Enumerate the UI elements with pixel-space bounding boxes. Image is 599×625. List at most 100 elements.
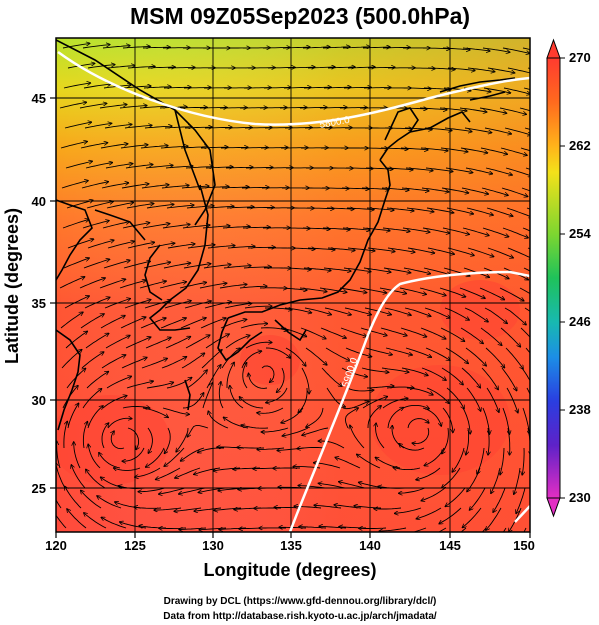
wind-arrow: [56, 514, 67, 529]
wind-arrow: [144, 300, 171, 309]
wind-arrow: [402, 404, 429, 408]
wind-arrow: [239, 286, 267, 288]
wind-arrow: [125, 165, 153, 169]
wind-arrow: [399, 108, 427, 109]
wind-arrow: [346, 208, 374, 210]
wind-arrow: [484, 307, 507, 323]
wind-arrow: [386, 207, 414, 211]
wind-arrow: [367, 247, 395, 252]
wind-arrow: [339, 287, 367, 293]
wind-arrow: [63, 258, 89, 269]
wind-arrow: [461, 187, 488, 194]
wind-arrow: [505, 167, 530, 176]
wind-arrow: [504, 127, 530, 135]
wind-arrow: [207, 246, 235, 249]
contour-5800: [57, 50, 530, 126]
wind-arrow: [426, 207, 454, 213]
wind-arrow: [385, 347, 412, 355]
wind-arrow: [343, 267, 371, 272]
wind-arrow: [463, 507, 482, 528]
wind-arrow: [304, 307, 331, 315]
wind-arrow: [242, 227, 270, 228]
wind-arrow: [318, 441, 345, 449]
wind-arrow: [230, 386, 244, 409]
wind-arrow: [65, 331, 87, 349]
wind-arrow: [166, 378, 192, 389]
wind-arrow: [367, 406, 381, 429]
wind-arrow: [179, 107, 207, 108]
wind-arrow: [71, 465, 86, 489]
wind-arrow: [503, 87, 530, 94]
wind-arrow: [240, 324, 268, 329]
coastlines: [56, 39, 516, 431]
wind-arrow: [516, 487, 526, 513]
wind-arrow: [327, 247, 355, 250]
wind-arrow: [84, 297, 110, 309]
wind-arrow: [187, 424, 209, 437]
wind-arrow: [319, 287, 347, 292]
wind-arrow: [120, 145, 148, 149]
wind-arrow: [400, 148, 428, 150]
colorbar-min-arrow: [546, 497, 561, 518]
wind-arrow: [67, 403, 79, 429]
wind-arrow: [126, 204, 154, 209]
wind-arrow: [163, 263, 191, 269]
wind-arrow: [362, 227, 390, 231]
wind-arrow: [445, 167, 473, 173]
wind-arrow: [64, 296, 89, 309]
wind-arrow: [97, 496, 122, 509]
wind-arrow: [401, 367, 428, 375]
wind-arrow: [80, 314, 104, 329]
wind-arrow: [382, 227, 410, 231]
wind-arrow: [319, 107, 347, 108]
wind-arrow: [127, 242, 154, 249]
wind-arrow: [79, 103, 107, 109]
wind-arrow: [61, 181, 88, 189]
wind-arrow: [247, 247, 275, 248]
wind-arrow: [224, 303, 252, 309]
wind-arrow: [439, 287, 466, 297]
wind-arrow: [298, 387, 308, 413]
wind-arrow: [138, 487, 166, 492]
wind-arrow: [446, 207, 473, 214]
wind-arrow: [505, 347, 523, 369]
wind-arrow: [181, 353, 205, 369]
wind-arrow: [385, 128, 412, 129]
y-tick-label: 40: [32, 194, 46, 209]
wind-arrow: [307, 248, 335, 250]
x-tick-label: 135: [280, 538, 302, 553]
x-axis: 120 125 130 135 140 145 150 Longitude (d…: [45, 532, 535, 580]
colorbar-max-arrow: [546, 38, 561, 59]
wind-arrow: [347, 67, 375, 68]
wind-arrow: [339, 482, 366, 489]
wind-arrow: [139, 281, 166, 289]
wind-arrow: [500, 327, 520, 347]
wind-arrow: [359, 528, 387, 529]
wind-arrow: [406, 207, 434, 212]
wind-arrow: [283, 268, 311, 270]
wind-arrow: [139, 106, 167, 108]
wind-arrow: [208, 411, 229, 429]
wind-arrow: [501, 367, 517, 391]
wind-arrow: [298, 486, 326, 489]
wind-arrow: [106, 203, 133, 209]
wind-arrow: [141, 358, 167, 369]
wind-arrow: [482, 407, 490, 434]
wind-arrow: [522, 47, 530, 51]
wind-arrow: [423, 48, 450, 49]
wind-arrow: [99, 105, 127, 109]
contour-label-5800: 5800.0: [319, 115, 351, 131]
wind-arrow: [514, 467, 521, 494]
wind-arrow: [146, 447, 165, 467]
wind-arrow: [88, 444, 101, 469]
wind-arrow: [59, 102, 86, 109]
wind-arrow: [321, 367, 342, 386]
wind-arrow: [365, 168, 393, 169]
wind-arrow: [123, 261, 150, 269]
wind-arrow: [305, 347, 327, 365]
wind-arrow: [222, 227, 250, 229]
wind-arrow: [184, 127, 212, 128]
wind-arrow: [520, 327, 530, 338]
wind-arrow: [501, 187, 528, 197]
wind-arrow: [437, 527, 447, 532]
